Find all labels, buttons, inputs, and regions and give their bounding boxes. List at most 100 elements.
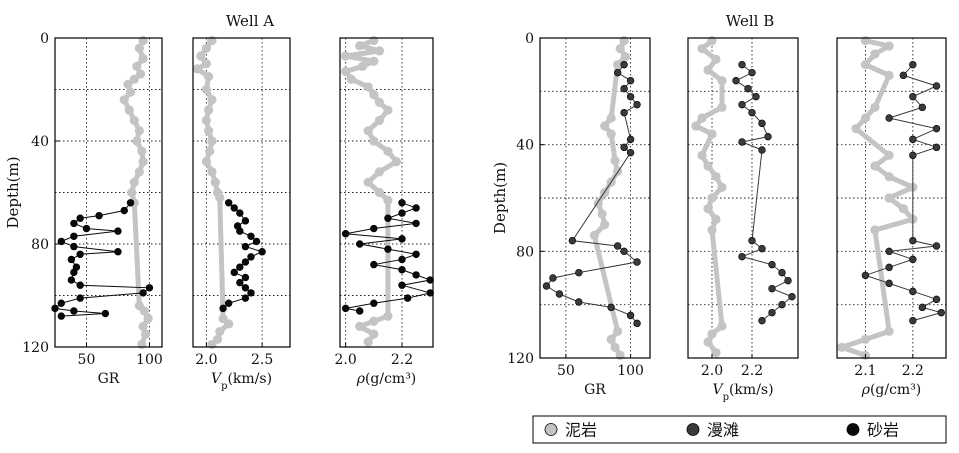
- well-b-track-1-point: [633, 258, 641, 266]
- well-a-track-3-point: [384, 214, 392, 222]
- well-b-track-2-point: [758, 119, 766, 128]
- well-b-track-1-point: [620, 143, 628, 152]
- well-a-track-3-point: [398, 266, 406, 274]
- well-a-track-3-point: [341, 304, 350, 313]
- well-a-track-2-point: [201, 59, 211, 69]
- well-a-track-3-point: [374, 46, 385, 56]
- well-a-track-1-point: [125, 87, 136, 97]
- well-a-track-1-point: [137, 146, 147, 156]
- well-a-depth-tick-label: 80: [31, 237, 49, 253]
- well-a-track-1-point: [120, 206, 128, 215]
- well-a-track-3-point: [341, 230, 350, 238]
- well-b-track-1-point: [633, 100, 641, 109]
- well-b-track-3-point: [909, 236, 917, 245]
- well-b-track-3-point: [860, 113, 871, 123]
- well-a-track-2-point: [215, 326, 225, 337]
- well-b-track-3-frame: [836, 37, 947, 359]
- well-a-track-3-point: [369, 56, 379, 66]
- well-a-track-2-point: [236, 263, 244, 271]
- well-a-track-3-point: [391, 157, 401, 167]
- well-a-track-3-x-axis-label: ρ(g/cm³): [356, 371, 417, 387]
- well-b-track-2-point: [711, 214, 721, 224]
- well-a-track-1-point: [139, 289, 147, 297]
- well-b-track-2-point: [778, 300, 786, 309]
- well-b-track-1-point: [633, 319, 641, 328]
- well-b-track-1-point: [613, 60, 623, 70]
- well-b-title: Well B: [726, 12, 774, 30]
- well-a-track-2-point: [201, 115, 211, 125]
- well-a-track-1-point: [76, 214, 84, 222]
- well-a-track-1-point: [67, 255, 76, 264]
- well-b-track-3-point: [909, 316, 917, 325]
- well-a-track-3-point: [412, 271, 420, 279]
- well-b-track-3-x-tick-label: 2.2: [902, 363, 924, 379]
- well-a-track-2-point: [241, 284, 250, 292]
- well-b-track-2-point: [738, 252, 746, 261]
- well-b-track-1-point: [620, 52, 631, 62]
- well-b-track-1-point: [606, 334, 616, 344]
- well-b-track-1-point: [600, 121, 610, 131]
- well-a-track-3-point: [374, 115, 385, 125]
- well-a-track-2-point: [241, 273, 250, 282]
- well-b-track-1-point: [555, 290, 564, 298]
- well-b-track-2-point: [707, 129, 717, 139]
- well-b-track-2-point: [738, 100, 746, 109]
- well-a-track-3-point: [412, 250, 420, 259]
- well-b-track-2-point: [748, 68, 756, 77]
- well-b-track-1-point: [613, 326, 623, 336]
- well-a-track-1-point: [70, 219, 78, 228]
- well-b-track-1-point: [620, 60, 628, 69]
- well-b-track-2-point: [703, 204, 713, 214]
- well-a-track-2-point: [210, 177, 220, 187]
- well-a-track-1-point: [134, 43, 144, 53]
- well-b-track-3-point: [884, 70, 894, 80]
- well-a-track-3-point: [357, 61, 368, 71]
- well-a-depth-axis-label: Depth(m): [4, 156, 22, 228]
- well-b-track-3-point: [899, 71, 908, 80]
- well-a-track-2-frame: [192, 37, 291, 348]
- well-b-track-2-point: [717, 182, 727, 192]
- well-b-track-2-x-tick-label: 2.2: [741, 363, 763, 379]
- well-b-track-2-point: [703, 65, 713, 75]
- well-a-track-3-point: [398, 199, 406, 207]
- well-a-depth-tick-label: 40: [31, 134, 49, 150]
- well-a-track-3-point: [383, 146, 393, 156]
- well-a-track-2-point: [241, 294, 250, 302]
- well-b-track-2-point: [707, 225, 717, 235]
- well-a-track-3-point: [363, 337, 373, 347]
- well-a-track-3-point: [374, 167, 385, 177]
- well-a-track-3-point: [412, 219, 420, 228]
- well-a-track-1-point: [145, 284, 154, 292]
- well-b-track-1-point: [575, 298, 583, 306]
- well-b-track-3-point: [932, 242, 941, 250]
- well-b-track-3-point: [870, 102, 880, 112]
- well-b-track-1-point: [568, 236, 577, 245]
- well-b-track-1-point: [607, 303, 615, 312]
- well-a-track-1-point: [70, 232, 78, 240]
- well-b-depth-tick-label: 40: [516, 138, 534, 154]
- well-b-track-1-point: [597, 209, 607, 219]
- well-a-track-1-point: [57, 312, 65, 320]
- well-b-track-3-point: [909, 287, 917, 296]
- well-a-track-3-point: [369, 316, 379, 326]
- well-a-track-2-point: [219, 304, 227, 313]
- well-a-track-3-x-tick-label: 2.0: [335, 352, 357, 368]
- well-a-track-1-point: [138, 321, 148, 331]
- well-b-track-1-point: [626, 311, 635, 320]
- well-b-track-3-x-axis-label: ρ(g/cm³): [861, 382, 922, 398]
- well-b-track-1-point: [575, 268, 583, 277]
- well-a-track-1-point: [136, 69, 146, 79]
- well-a-track-1-point: [138, 54, 148, 64]
- well-b-track-3-point: [909, 151, 917, 160]
- well-b-track-3-point: [884, 150, 894, 160]
- well-a-track-3-point: [355, 321, 365, 331]
- well-b-track-2-point: [748, 236, 756, 245]
- well-a-track-3-point: [370, 299, 378, 307]
- well-a-track-3-point: [356, 240, 364, 248]
- well-b-track-2-point: [748, 108, 756, 117]
- well-b-track-1-point: [626, 76, 635, 85]
- well-a-track-1-point: [57, 299, 65, 307]
- well-a-track-3-point: [363, 82, 373, 92]
- well-b-track-1-x-tick-label: 50: [557, 363, 575, 379]
